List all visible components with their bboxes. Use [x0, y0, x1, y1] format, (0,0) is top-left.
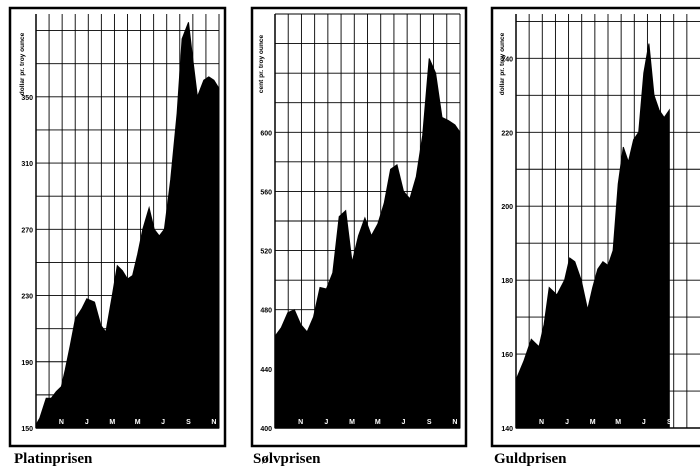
platinum-xtick-label: S [186, 419, 191, 426]
gold-chart-title: Guldprisen [494, 451, 567, 467]
platinum-xtick-label: J [161, 419, 165, 426]
platinum-price-area [35, 22, 220, 429]
silver-xtick-label: J [402, 419, 406, 426]
gold-ytick-label: 240 [501, 56, 513, 63]
gold-ytick-label: 220 [501, 130, 513, 137]
silver-chart-title: Sølvprisen [253, 451, 321, 467]
platinum-ytick-label: 310 [21, 161, 33, 168]
silver-ytick-label: 400 [260, 426, 272, 433]
silver-xtick-label: M [375, 419, 381, 426]
silver-xtick-label: N [298, 419, 303, 426]
gold-xtick-label: M [590, 419, 596, 426]
silver-xtick-label: N [452, 419, 457, 426]
platinum-ytick-label: 190 [21, 360, 33, 367]
platinum-xtick-label: M [109, 419, 115, 426]
gold-price-area [515, 43, 670, 429]
platinum-ytick-label: 350 [21, 95, 33, 102]
platinum-ytick-label: 270 [21, 227, 33, 234]
gold-xtick-label: N [539, 419, 544, 426]
silver-ytick-label: 440 [260, 367, 272, 374]
silver-price-area [274, 58, 461, 429]
silver-ytick-label: 600 [260, 130, 272, 137]
silver-xtick-label: S [427, 419, 432, 426]
platinum-xtick-label: J [85, 419, 89, 426]
platinum-xtick-label: M [135, 419, 141, 426]
silver-ytick-label: 560 [260, 189, 272, 196]
gold-xtick-label: M [615, 419, 621, 426]
gold-ytick-label: 160 [501, 352, 513, 359]
gold-xtick-label: N [692, 419, 697, 426]
gold-xtick-label: S [667, 419, 672, 426]
silver-ytick-label: 520 [260, 249, 272, 256]
silver-xtick-label: M [349, 419, 355, 426]
silver-ylabel: cent pr. troy ounce [258, 35, 265, 94]
platinum-ytick-label: 230 [21, 294, 33, 301]
gold-ytick-label: 200 [501, 204, 513, 211]
silver-ytick-label: 480 [260, 308, 272, 315]
silver-xtick-label: J [324, 419, 328, 426]
gold-xtick-label: J [565, 419, 569, 426]
platinum-ylabel: dollar pr. troy ounce [19, 32, 26, 95]
gold-ytick-label: 180 [501, 278, 513, 285]
gold-ylabel: dollar pr. troy ounce [499, 32, 506, 95]
platinum-ytick-label: 150 [21, 426, 33, 433]
gold-xtick-label: J [642, 419, 646, 426]
platinum-xtick-label: N [59, 419, 64, 426]
platinum-xtick-label: N [211, 419, 216, 426]
gold-ytick-label: 140 [501, 426, 513, 433]
platinum-chart-title: Platinprisen [14, 451, 93, 467]
